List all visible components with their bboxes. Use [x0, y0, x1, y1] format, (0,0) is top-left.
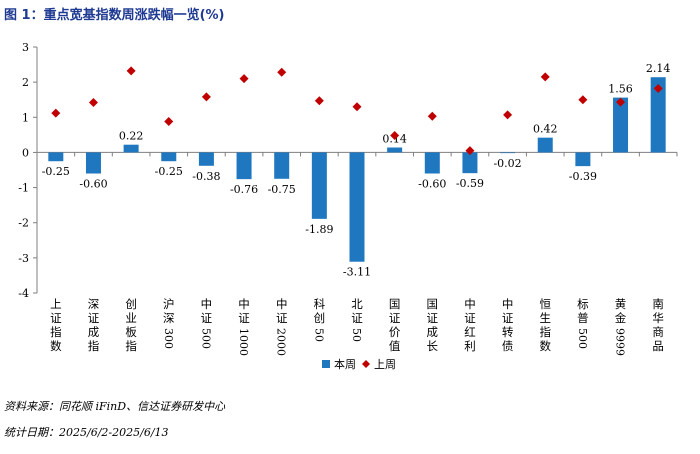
prev-week-marker	[465, 146, 475, 156]
date-note: 统计日期：2025/6/2-2025/6/13	[4, 426, 169, 439]
prev-week-marker	[239, 74, 249, 84]
bar-data-label: -3.11	[343, 266, 371, 279]
x-tick-label-digits: 50	[312, 328, 325, 342]
x-tick-label-digits: 500	[199, 328, 212, 349]
bar-data-label: 2.14	[646, 62, 671, 75]
x-tick-label-digits: 500	[576, 328, 589, 349]
x-tick-label: 标普	[577, 297, 589, 325]
x-tick-label: 南华商品	[652, 297, 664, 353]
x-tick-label: 黄金	[615, 297, 627, 325]
bar	[161, 152, 177, 162]
bar	[274, 152, 290, 179]
x-tick-label: 北证	[351, 297, 363, 325]
y-tick-label: -3	[18, 252, 29, 265]
x-tick-label: 中证红利	[464, 297, 476, 353]
x-tick-label: 沪深	[163, 297, 175, 325]
bar	[349, 152, 365, 262]
bar	[462, 152, 478, 174]
x-tick-label: 恒生指数	[539, 297, 551, 353]
bar	[387, 147, 403, 153]
y-tick-label: 3	[22, 41, 29, 54]
prev-week-marker	[540, 72, 550, 82]
legend-marker-label: 上周	[374, 358, 396, 371]
bar	[650, 77, 666, 153]
prev-week-marker	[277, 67, 287, 77]
y-tick-label: 2	[22, 76, 29, 89]
bar-data-label: -0.60	[79, 178, 107, 191]
prev-week-marker	[352, 102, 362, 112]
y-tick-label: 0	[22, 146, 29, 159]
bar-data-label: 0.22	[119, 130, 144, 143]
x-tick-label-digits: 9999	[614, 328, 627, 356]
bar-data-label: -0.25	[155, 165, 183, 178]
bar-data-label: -0.60	[418, 178, 446, 191]
y-tick-label: -1	[18, 182, 29, 195]
bar	[198, 152, 214, 166]
prev-week-marker	[578, 95, 588, 105]
x-tick-label-digits: 50	[350, 328, 363, 342]
bar-data-label: -0.59	[456, 177, 484, 190]
bar-data-label: -0.76	[230, 183, 258, 196]
y-tick-label: 1	[22, 111, 29, 124]
bar-data-label: -0.25	[42, 165, 70, 178]
x-tick-label: 上证指数	[50, 297, 62, 353]
bar-data-label: -0.02	[493, 157, 521, 170]
bar-data-label: 0.42	[533, 123, 558, 136]
bar	[500, 152, 516, 154]
x-tick-label-digits: 300	[162, 328, 175, 349]
prev-week-marker	[164, 117, 174, 127]
prev-week-marker	[503, 110, 513, 120]
x-tick-label: 科创	[314, 297, 326, 325]
prev-week-marker	[653, 83, 663, 93]
bar	[48, 152, 64, 162]
bar-data-label: -0.38	[192, 170, 220, 183]
legend-bar-swatch	[322, 360, 330, 368]
x-tick-label: 创业板指	[125, 297, 137, 353]
chart-title: 图 1：重点宽基指数周涨跌幅一览(%)	[4, 8, 225, 23]
x-tick-label-digits: 1000	[237, 328, 250, 356]
bar-data-label: -0.75	[268, 183, 296, 196]
x-tick-label: 国证价值	[389, 297, 401, 353]
y-tick-label: -4	[18, 287, 29, 300]
bar-data-label: -1.89	[305, 223, 333, 236]
bar	[123, 144, 139, 153]
bar-data-label: -0.39	[569, 170, 597, 183]
prev-week-marker	[616, 97, 626, 107]
prev-week-marker	[51, 108, 61, 118]
bar	[575, 152, 591, 167]
bar	[424, 152, 440, 174]
prev-week-marker	[427, 111, 437, 121]
x-tick-label: 中证	[238, 297, 250, 325]
x-tick-label-digits: 2000	[275, 328, 288, 356]
bar	[537, 137, 553, 153]
x-tick-label: 中证转债	[502, 297, 514, 353]
prev-week-marker	[201, 92, 211, 102]
prev-week-marker	[126, 66, 136, 76]
y-tick-label: -2	[18, 217, 29, 230]
x-tick-label: 国证成长	[427, 297, 439, 353]
bar	[613, 97, 629, 153]
prev-week-marker	[314, 96, 324, 106]
legend-bar-label: 本周	[334, 357, 356, 371]
x-tick-label: 中证	[201, 297, 213, 325]
x-tick-label: 深证成指	[88, 297, 100, 353]
prev-week-marker	[88, 98, 98, 108]
x-tick-label: 中证	[276, 297, 288, 325]
source-note: 资料来源：同花顺 iFinD、信达证券研发中心	[4, 400, 226, 413]
bar	[236, 152, 252, 180]
bar	[311, 152, 327, 219]
bar	[85, 152, 101, 174]
legend-marker-swatch	[362, 360, 370, 368]
prev-week-marker	[390, 131, 400, 141]
bar-data-label: 1.56	[608, 83, 633, 96]
